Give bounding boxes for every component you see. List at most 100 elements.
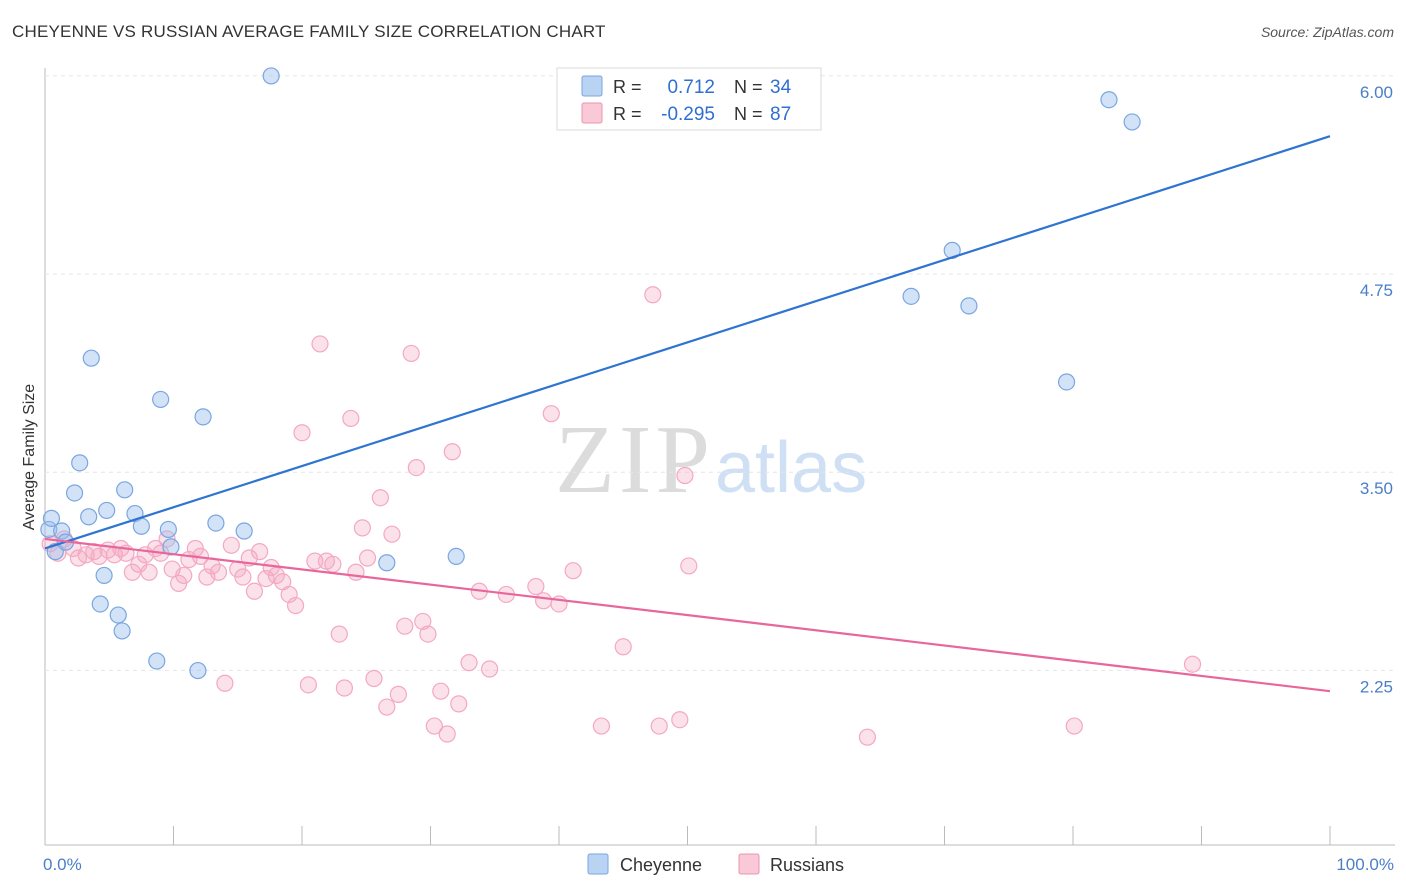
russians-point: [250, 543, 269, 561]
cheyenne-points: [40, 67, 1141, 680]
russians-point: [234, 568, 252, 586]
russians-point: [402, 344, 420, 363]
russians-point: [222, 536, 240, 554]
russians-point: [460, 654, 478, 672]
chart-source: Source: ZipAtlas.com: [1260, 24, 1394, 40]
russians-point: [378, 698, 396, 716]
legend-r-label-russians: R =: [613, 104, 642, 124]
legend-r-value-cheyenne: 0.712: [667, 77, 715, 98]
russians-point: [425, 717, 443, 735]
cheyenne-point: [447, 547, 465, 566]
cheyenne-point: [262, 67, 280, 85]
cheyenne-point: [98, 501, 116, 520]
russians-point: [245, 582, 264, 600]
russians-point: [644, 286, 662, 304]
russians-point: [371, 489, 389, 507]
russians-trend-line: [44, 537, 1331, 693]
russians-point: [542, 405, 560, 423]
x-ticks: [44, 826, 1331, 845]
russians-point: [1183, 655, 1202, 673]
cheyenne-point: [53, 522, 71, 540]
russians-point: [1065, 717, 1083, 735]
legend-n-value-cheyenne: 34: [770, 77, 792, 98]
cheyenne-point: [235, 522, 253, 540]
russians-point: [396, 617, 414, 635]
y-tick-labels: 2.25 3.50 4.75 6.00: [1360, 83, 1393, 697]
cheyenne-point: [80, 508, 98, 526]
cheyenne-trend-line: [44, 135, 1331, 550]
cheyenne-point: [152, 390, 170, 409]
cheyenne-point: [71, 454, 89, 472]
cheyenne-point: [207, 514, 225, 532]
russians-point: [676, 466, 694, 485]
trend-lines: [44, 135, 1331, 693]
russians-point: [175, 566, 193, 585]
legend-cheyenne-label: Cheyenne: [620, 855, 702, 875]
russians-point: [671, 711, 689, 729]
russians-point: [432, 682, 450, 700]
russians-swatch: [581, 102, 603, 124]
watermark-atlas: atlas: [715, 428, 867, 508]
russians-point: [564, 562, 582, 580]
russians-point: [311, 335, 329, 353]
russians-point: [335, 679, 354, 697]
x-tick-label-max: 100.0%: [1336, 855, 1394, 874]
cheyenne-point: [65, 484, 84, 502]
y-tick-label: 2.25: [1360, 677, 1393, 696]
cheyenne-point: [91, 595, 109, 613]
russians-point: [286, 596, 305, 615]
cheyenne-point: [40, 520, 58, 539]
russians-point: [680, 557, 698, 575]
y-axis-label: Average Family Size: [21, 384, 38, 531]
russians-point: [293, 424, 311, 442]
y-tick-label: 6.00: [1360, 83, 1393, 102]
cheyenne-point: [189, 661, 207, 680]
y-tick-label: 4.75: [1360, 281, 1393, 300]
cheyenne-point: [194, 408, 212, 426]
russians-point: [438, 725, 456, 743]
russians-point: [650, 717, 668, 735]
x-tick-label-min: 0.0%: [43, 855, 82, 874]
cheyenne-point: [1057, 373, 1076, 391]
cheyenne-point: [82, 349, 100, 367]
legend-russians-label: Russians: [770, 855, 844, 875]
russians-point: [443, 443, 461, 461]
legend-cheyenne-swatch: [587, 853, 609, 875]
cheyenne-point: [95, 566, 113, 585]
cheyenne-point: [42, 509, 61, 527]
russians-point: [614, 638, 632, 656]
legend-n-label-cheyenne: N =: [734, 77, 763, 97]
russians-point: [353, 519, 371, 537]
chart-title: CHEYENNE VS RUSSIAN AVERAGE FAMILY SIZE …: [12, 22, 606, 41]
cheyenne-point: [109, 606, 127, 624]
russians-point: [534, 592, 553, 610]
russians-point: [858, 728, 877, 746]
legend-n-label-russians: N =: [734, 104, 763, 124]
russians-point: [407, 459, 425, 477]
russians-point: [358, 549, 377, 567]
cheyenne-point: [1100, 91, 1118, 109]
russians-point: [450, 695, 468, 713]
legend-r-value-russians: -0.295: [661, 104, 715, 125]
russians-point: [481, 660, 499, 678]
cheyenne-point: [148, 652, 166, 670]
russians-point: [347, 563, 365, 581]
legend-n-value-russians: 87: [770, 104, 791, 125]
russians-point: [330, 625, 348, 643]
cheyenne-point: [159, 520, 177, 539]
cheyenne-point: [902, 287, 920, 305]
russians-point: [365, 669, 383, 688]
series-legend: Cheyenne Russians: [587, 853, 844, 875]
legend-r-label-cheyenne: R =: [613, 77, 642, 97]
cheyenne-point: [132, 517, 150, 535]
cheyenne-point: [960, 297, 978, 315]
russians-point: [209, 563, 228, 581]
cheyenne-point: [378, 554, 396, 572]
russians-point: [342, 409, 360, 428]
russians-point: [299, 676, 318, 694]
stats-legend: R = 0.712 N = 34 R = -0.295 N = 87: [556, 67, 822, 131]
cheyenne-point: [116, 481, 134, 499]
watermark-zip: ZIP: [555, 406, 714, 514]
legend-russians-swatch: [738, 853, 760, 875]
